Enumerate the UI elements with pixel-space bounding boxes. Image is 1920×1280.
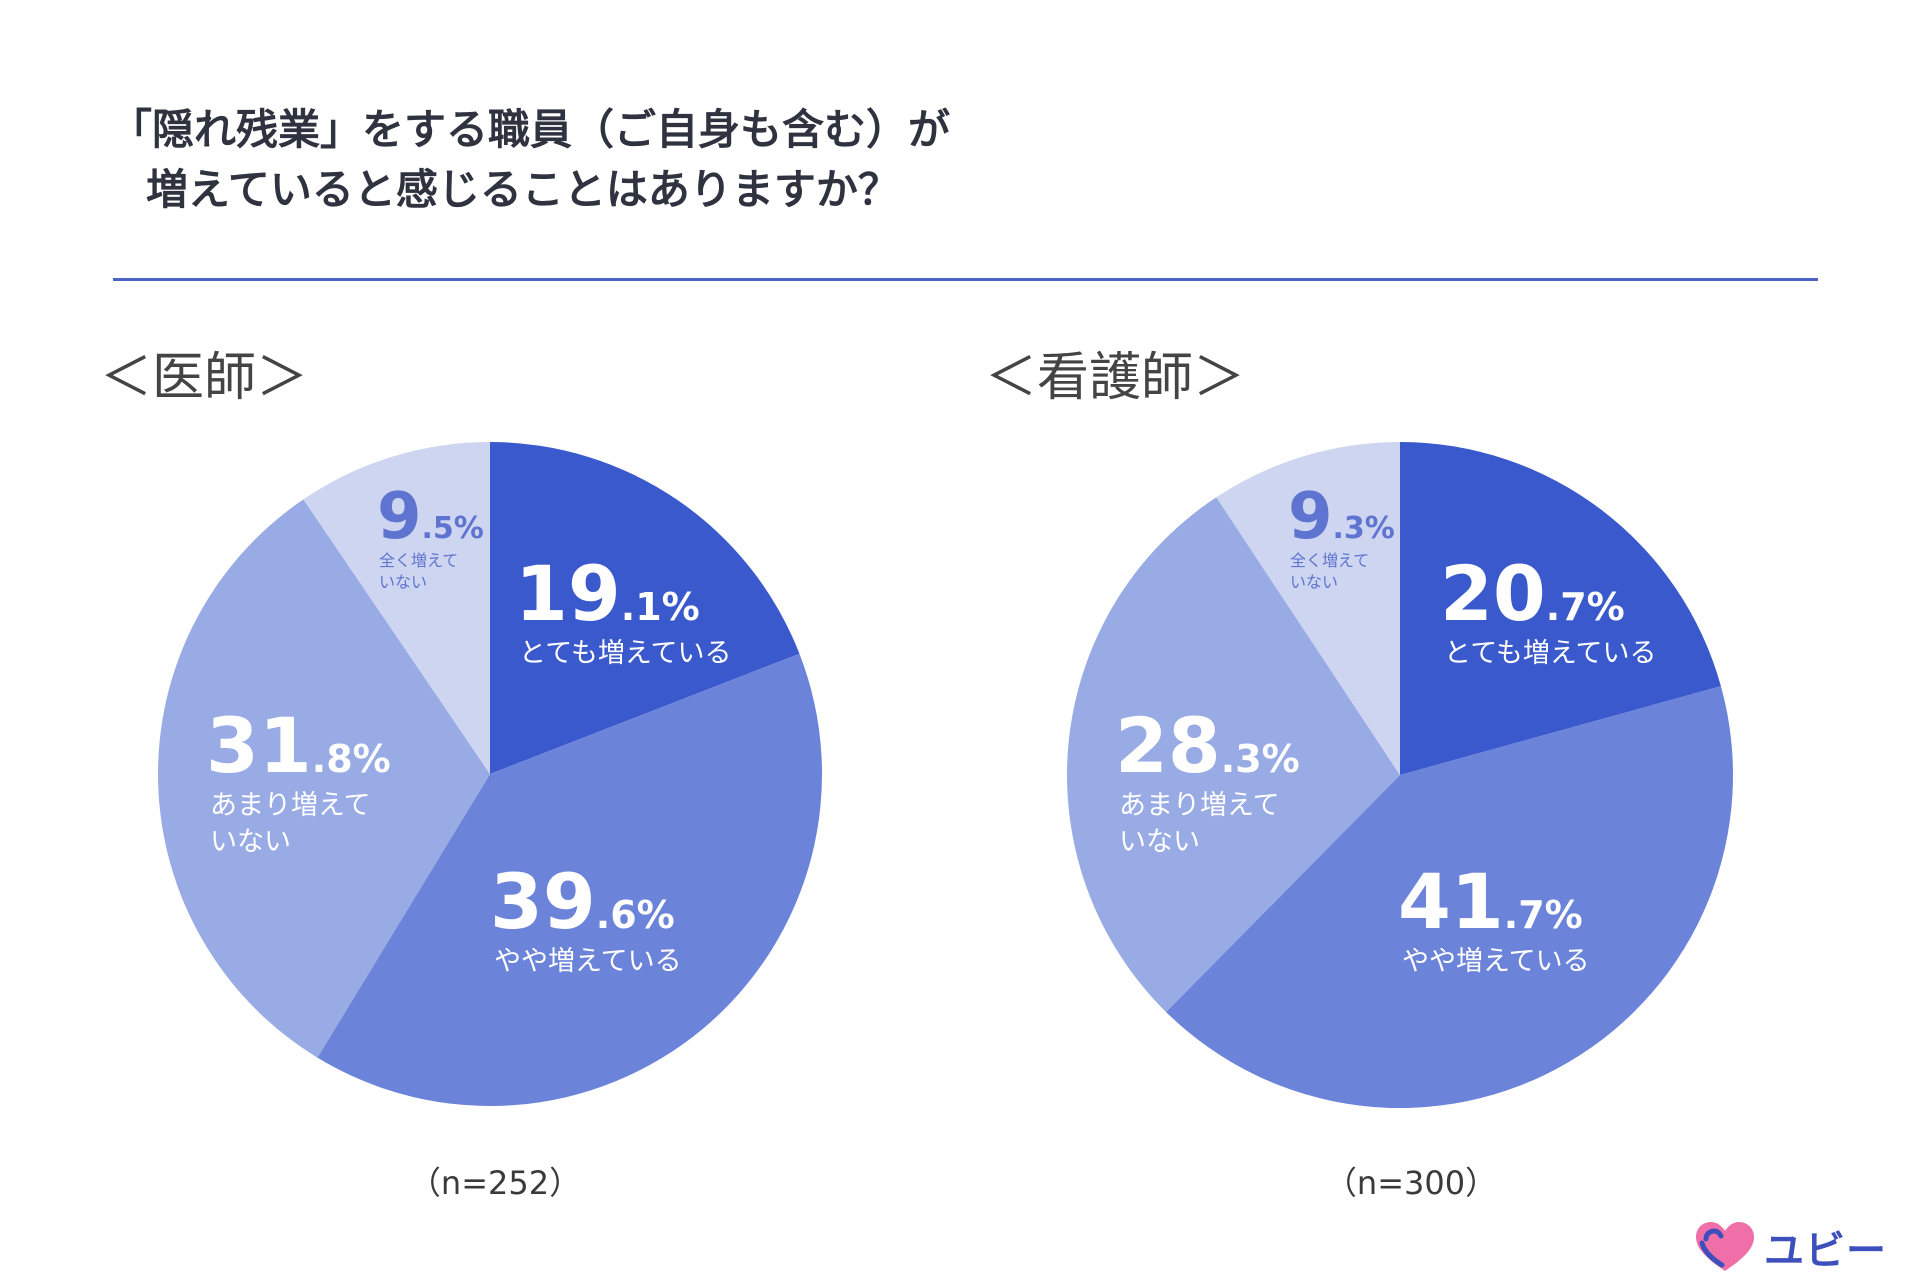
pie-0-value-label-1: 39.6% bbox=[490, 857, 675, 946]
pie-1-category-label-1: やや増えている bbox=[1402, 946, 1590, 977]
pie-0-slice-3 bbox=[303, 442, 490, 774]
pie-1-category-label-3: 全く増えて bbox=[1290, 551, 1369, 570]
pie-1-slice-2 bbox=[1066, 497, 1400, 1012]
pie-0-category-label-2: いない bbox=[210, 826, 291, 857]
pie-1-value-label-3: 9.3% bbox=[1288, 480, 1395, 554]
pie-0-category-label-3: いない bbox=[379, 573, 427, 592]
pie-1-value-label-1: 41.7% bbox=[1398, 857, 1583, 946]
title-line-1: 「隠れ残業」をする職員（ご自身も含む）が bbox=[110, 105, 951, 154]
pie-0-slice-0 bbox=[490, 442, 800, 774]
doctor-group-label: ＜医師＞ bbox=[100, 348, 309, 408]
pie-0-slice-2 bbox=[157, 499, 490, 1058]
pie-1-value-label-0: 20.7% bbox=[1440, 549, 1625, 638]
pie-0-value-label-0: 19.1% bbox=[515, 549, 700, 638]
pie-0-category-label-0: とても増えている bbox=[519, 638, 732, 669]
pie-1-category-label-2: あまり増えて bbox=[1119, 790, 1280, 821]
pie-0-category-label-1: やや増えている bbox=[494, 946, 682, 977]
pie-1-slice-0 bbox=[1400, 442, 1721, 775]
pie-0-category-label-2: あまり増えて bbox=[210, 790, 371, 821]
pie-0-value-label-3: 9.5% bbox=[377, 480, 484, 554]
title-line-2: 増えていると感じることはありますか？ bbox=[146, 165, 900, 214]
pie-0-category-label-3: 全く増えて bbox=[379, 551, 458, 570]
pie-0-value-label-2: 31.8% bbox=[206, 701, 391, 790]
divider bbox=[113, 278, 1818, 281]
pie-1-value-label-2: 28.3% bbox=[1115, 701, 1300, 790]
chart-title: 「隠れ残業」をする職員（ご自身も含む）が 増えていると感じることはありますか？ bbox=[110, 100, 950, 220]
nurse-sample-size: （n=300） bbox=[1324, 1164, 1498, 1202]
pie-1-category-label-2: いない bbox=[1119, 826, 1200, 857]
pie-1-category-label-3: いない bbox=[1290, 573, 1338, 592]
pie-1-category-label-0: とても増えている bbox=[1444, 638, 1657, 669]
ubie-logo: ユビー bbox=[1692, 1218, 1887, 1276]
logo-text: ユビー bbox=[1764, 1228, 1887, 1274]
heart-icon bbox=[1696, 1222, 1754, 1271]
nurse-group-label: ＜看護師＞ bbox=[985, 348, 1246, 408]
pie-1-slice-1 bbox=[1166, 686, 1734, 1109]
doctor-sample-size: （n=252） bbox=[408, 1164, 582, 1202]
pie-0-slice-1 bbox=[317, 653, 822, 1106]
pie-1-slice-3 bbox=[1216, 442, 1400, 775]
